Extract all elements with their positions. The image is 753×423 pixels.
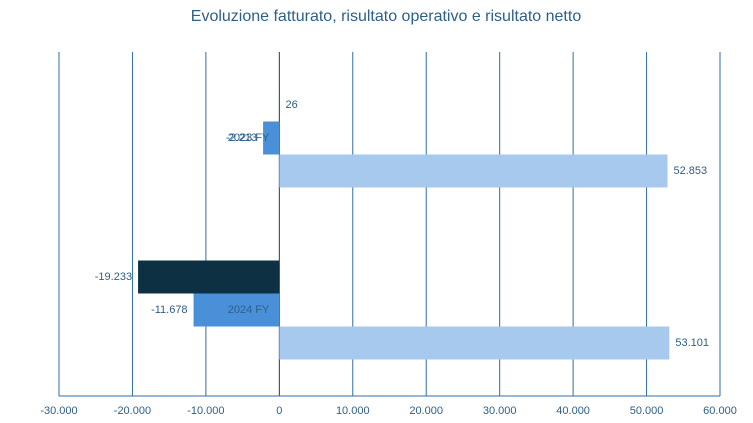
bar	[279, 326, 670, 360]
x-tick-label: 10.000	[336, 405, 370, 417]
chart-title: Evoluzione fatturato, risultato operativ…	[191, 8, 582, 25]
x-tick-label: -30.000	[40, 405, 77, 417]
bar	[138, 260, 280, 294]
y-tick-label: 2024 FY	[228, 304, 270, 316]
data-label: -11.678	[151, 304, 188, 316]
y-tick-label: 2023 FY	[228, 132, 270, 144]
x-tick-label: 40.000	[556, 405, 590, 417]
data-label: 52.853	[674, 165, 708, 177]
data-label: -2.213	[226, 132, 257, 144]
bar	[279, 154, 668, 188]
data-label: 26	[286, 99, 298, 111]
x-tick-label: 50.000	[630, 405, 664, 417]
x-tick-label: -20.000	[114, 405, 151, 417]
data-label: 53.101	[675, 337, 709, 349]
x-tick-label: 0	[276, 405, 282, 417]
x-tick-label: -10.000	[187, 405, 224, 417]
bar	[263, 121, 280, 155]
bar	[193, 293, 280, 327]
x-tick-label: 60.000	[703, 405, 737, 417]
data-label: -19.233	[95, 271, 132, 283]
x-tick-label: 20.000	[409, 405, 443, 417]
x-tick-label: 30.000	[483, 405, 517, 417]
